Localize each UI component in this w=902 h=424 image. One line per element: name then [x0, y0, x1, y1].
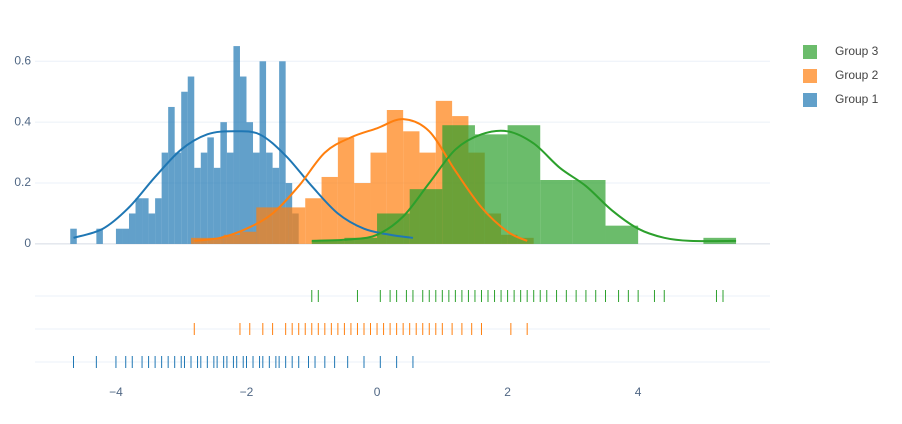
- histogram-bar: [223, 234, 240, 244]
- kde-line: [194, 118, 528, 242]
- histogram-bar: [259, 61, 267, 244]
- y-tick-label: 0.6: [14, 53, 31, 67]
- histogram-bar: [194, 167, 201, 244]
- histogram-bar: [272, 207, 289, 244]
- y-tick-label: 0.2: [14, 175, 31, 189]
- histogram-bar: [239, 76, 247, 244]
- histogram-bar: [220, 122, 227, 244]
- histogram-bar: [161, 152, 169, 244]
- histogram-bar: [96, 228, 103, 244]
- histogram-bar: [540, 180, 573, 244]
- histogram-bar: [272, 167, 280, 244]
- histogram-bar: [168, 106, 175, 244]
- histogram-bar: [507, 125, 541, 244]
- legend-label: Group 3: [835, 44, 879, 58]
- histogram-bar: [200, 152, 208, 244]
- histogram-bar: [337, 137, 355, 244]
- x-tick-label: 4: [635, 385, 642, 399]
- legend-swatch: [803, 69, 817, 83]
- histogram-bar: [148, 213, 156, 244]
- histogram-bar: [239, 231, 257, 244]
- histogram-bar: [213, 167, 221, 244]
- kde-line: [73, 130, 414, 239]
- histogram-bar: [207, 237, 224, 244]
- legend-label: Group 2: [835, 68, 879, 82]
- histogram-bar: [246, 122, 254, 244]
- histogram-bar: [386, 110, 404, 244]
- histogram-bar: [122, 228, 129, 244]
- histogram-bar: [344, 237, 378, 244]
- histogram-bar: [266, 152, 273, 244]
- histogram-bar: [70, 228, 77, 244]
- histogram-bar: [354, 183, 371, 244]
- y-tick-label: 0: [24, 236, 31, 250]
- histogram-bar: [311, 240, 345, 244]
- x-tick-label: −2: [240, 385, 254, 399]
- histogram-bar: [288, 207, 306, 244]
- legend-swatch: [803, 45, 817, 59]
- histogram-bar: [142, 198, 149, 244]
- histogram-bar: [377, 213, 410, 244]
- histogram-bar: [605, 225, 639, 244]
- kde-line: [311, 129, 737, 243]
- histogram-bar: [187, 76, 195, 244]
- legend-swatch: [803, 93, 817, 107]
- histogram-bar: [474, 134, 508, 244]
- histogram-bar: [572, 180, 606, 244]
- histogram-bar: [181, 91, 188, 244]
- histogram-bar: [253, 152, 260, 244]
- histogram-bar: [321, 176, 338, 244]
- histogram-bar: [174, 152, 182, 244]
- histogram-bar: [155, 198, 162, 244]
- legend-label: Group 1: [835, 92, 879, 106]
- histogram-bar: [128, 213, 136, 244]
- histogram-bar: [442, 125, 475, 244]
- x-tick-label: 0: [374, 385, 381, 399]
- histogram-bar: [305, 198, 322, 244]
- histogram-bar: [233, 46, 240, 244]
- histogram-bar: [409, 189, 443, 244]
- x-tick-label: −4: [109, 385, 123, 399]
- histogram-bar: [226, 152, 234, 244]
- histogram-bar: [256, 207, 273, 244]
- x-tick-label: 2: [504, 385, 511, 399]
- histogram-bar: [135, 198, 143, 244]
- histogram-bar: [207, 137, 214, 244]
- y-tick-label: 0.4: [14, 114, 31, 128]
- histogram-bar: [115, 228, 123, 244]
